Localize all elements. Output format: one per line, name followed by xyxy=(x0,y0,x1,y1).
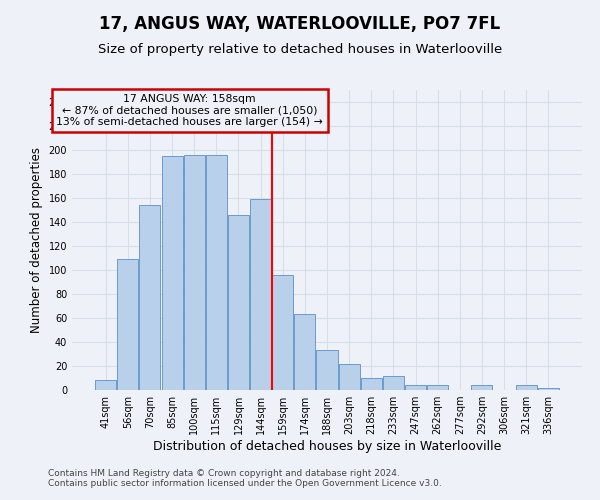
Bar xyxy=(161,156,182,390)
Bar xyxy=(515,385,536,390)
Bar xyxy=(383,376,404,390)
Bar xyxy=(427,385,448,390)
Bar xyxy=(95,380,116,390)
Bar xyxy=(405,385,426,390)
Bar xyxy=(250,199,271,390)
Text: Contains HM Land Registry data © Crown copyright and database right 2024.: Contains HM Land Registry data © Crown c… xyxy=(48,468,400,477)
Bar xyxy=(295,314,316,390)
Bar xyxy=(139,205,160,390)
Text: 17, ANGUS WAY, WATERLOOVILLE, PO7 7FL: 17, ANGUS WAY, WATERLOOVILLE, PO7 7FL xyxy=(100,15,500,33)
Text: Contains public sector information licensed under the Open Government Licence v3: Contains public sector information licen… xyxy=(48,478,442,488)
Bar xyxy=(206,155,227,390)
Text: Size of property relative to detached houses in Waterlooville: Size of property relative to detached ho… xyxy=(98,42,502,56)
Y-axis label: Number of detached properties: Number of detached properties xyxy=(30,147,43,333)
Bar xyxy=(272,275,293,390)
Bar xyxy=(361,378,382,390)
Bar xyxy=(472,385,493,390)
Bar xyxy=(118,259,139,390)
Bar xyxy=(184,155,205,390)
X-axis label: Distribution of detached houses by size in Waterlooville: Distribution of detached houses by size … xyxy=(153,440,501,453)
Text: 17 ANGUS WAY: 158sqm
← 87% of detached houses are smaller (1,050)
13% of semi-de: 17 ANGUS WAY: 158sqm ← 87% of detached h… xyxy=(56,94,323,127)
Bar xyxy=(316,350,338,390)
Bar xyxy=(338,364,359,390)
Bar xyxy=(228,215,249,390)
Bar xyxy=(538,388,559,390)
